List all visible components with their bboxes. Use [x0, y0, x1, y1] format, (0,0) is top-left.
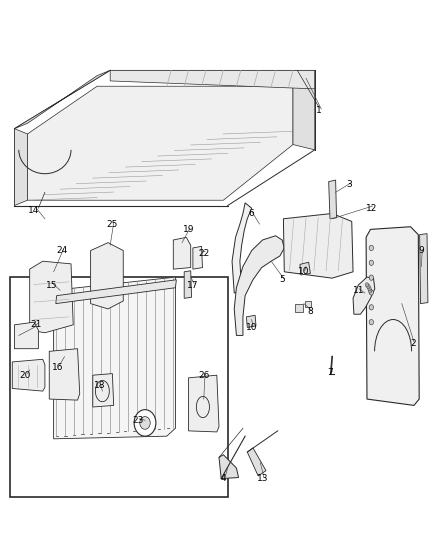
- Text: 8: 8: [307, 307, 313, 316]
- Circle shape: [369, 260, 374, 265]
- Text: 20: 20: [20, 370, 31, 379]
- Text: 10: 10: [246, 323, 258, 332]
- Polygon shape: [420, 233, 428, 304]
- Text: 11: 11: [353, 286, 364, 295]
- Text: 12: 12: [366, 204, 377, 213]
- Polygon shape: [28, 86, 293, 200]
- Circle shape: [367, 286, 371, 290]
- Polygon shape: [247, 448, 266, 476]
- Polygon shape: [283, 214, 353, 278]
- Circle shape: [369, 319, 374, 325]
- Circle shape: [368, 289, 372, 293]
- Polygon shape: [110, 70, 315, 89]
- Text: 3: 3: [347, 180, 353, 189]
- Text: 23: 23: [133, 416, 144, 425]
- Text: 22: 22: [198, 249, 209, 258]
- Polygon shape: [353, 277, 375, 314]
- Text: 16: 16: [52, 363, 64, 372]
- Circle shape: [369, 275, 374, 280]
- Text: 10: 10: [298, 268, 310, 276]
- Text: 14: 14: [28, 206, 40, 215]
- Text: 26: 26: [198, 370, 209, 379]
- Circle shape: [367, 284, 370, 288]
- Polygon shape: [193, 246, 202, 269]
- Text: 9: 9: [418, 246, 424, 255]
- Polygon shape: [14, 128, 28, 206]
- Polygon shape: [56, 280, 177, 304]
- Circle shape: [140, 417, 150, 429]
- Polygon shape: [14, 70, 110, 128]
- Text: 15: 15: [46, 280, 57, 289]
- Text: 25: 25: [107, 220, 118, 229]
- Polygon shape: [328, 180, 336, 219]
- Polygon shape: [49, 349, 80, 400]
- Text: 1: 1: [316, 106, 322, 115]
- Polygon shape: [188, 375, 219, 432]
- Circle shape: [134, 410, 156, 436]
- Polygon shape: [232, 203, 252, 293]
- Polygon shape: [234, 236, 284, 335]
- Text: 2: 2: [410, 339, 416, 348]
- Text: 6: 6: [249, 209, 254, 218]
- Text: 4: 4: [221, 474, 226, 483]
- Polygon shape: [30, 261, 73, 333]
- Polygon shape: [14, 322, 39, 349]
- Polygon shape: [293, 70, 315, 150]
- Bar: [295, 304, 303, 312]
- Polygon shape: [247, 316, 256, 327]
- Polygon shape: [219, 455, 239, 479]
- Polygon shape: [91, 243, 123, 309]
- Text: 24: 24: [57, 246, 68, 255]
- Polygon shape: [53, 277, 176, 439]
- Polygon shape: [300, 262, 311, 275]
- Polygon shape: [12, 359, 45, 391]
- Polygon shape: [173, 237, 191, 269]
- Text: 19: 19: [183, 225, 194, 234]
- Polygon shape: [93, 374, 114, 407]
- Polygon shape: [366, 227, 419, 406]
- Text: 21: 21: [31, 320, 42, 329]
- Text: 7: 7: [327, 368, 333, 377]
- Text: 17: 17: [187, 280, 199, 289]
- Circle shape: [369, 245, 374, 251]
- Circle shape: [365, 282, 369, 287]
- Circle shape: [369, 290, 374, 295]
- Polygon shape: [184, 271, 191, 298]
- Text: 5: 5: [279, 275, 285, 284]
- Text: 18: 18: [94, 381, 105, 390]
- Bar: [10, 277, 228, 497]
- Circle shape: [369, 305, 374, 310]
- Text: 13: 13: [257, 474, 268, 483]
- Bar: [305, 301, 311, 308]
